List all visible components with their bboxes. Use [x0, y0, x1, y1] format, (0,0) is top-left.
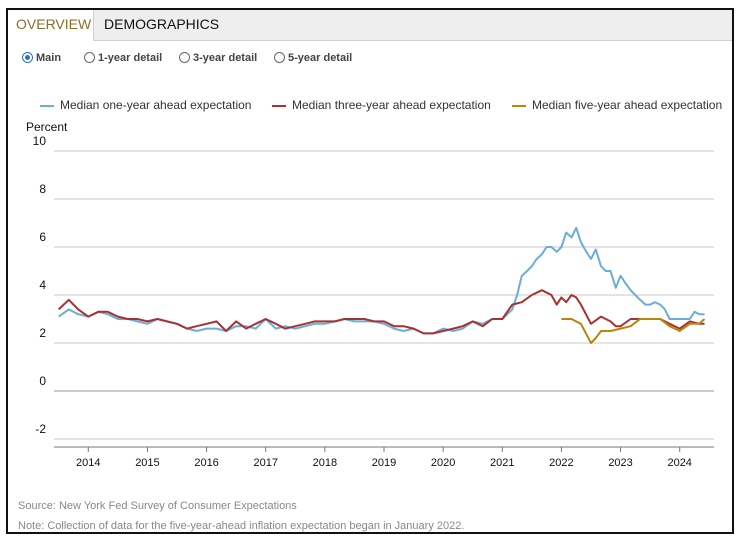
radio-5-year-detail[interactable]: 5-year detail: [274, 50, 352, 66]
tab-demographics[interactable]: DEMOGRAPHICS: [104, 16, 220, 32]
x-tick-label: 2016: [194, 457, 218, 469]
legend-label-five-year: Median five-year ahead expectation: [532, 98, 723, 112]
radio-5-year-label: 5-year detail: [288, 52, 353, 64]
source-note: Source: New York Fed Survey of Consumer …: [18, 500, 297, 512]
series-line-three-year: [58, 289, 705, 335]
y-tick-label: -2: [35, 422, 46, 436]
tab-bar: OVERVIEW DEMOGRAPHICS: [8, 10, 732, 41]
radio-unselected-icon: [274, 52, 285, 63]
legend-swatch-three-year: [272, 104, 286, 107]
x-tick-label: 2015: [135, 457, 159, 469]
y-tick-label: 2: [39, 326, 46, 340]
radio-unselected-icon: [179, 52, 190, 63]
x-tick-label: 2019: [372, 457, 396, 469]
x-tick-label: 2024: [667, 457, 691, 469]
x-tick-label: 2021: [490, 457, 514, 469]
radio-main[interactable]: Main: [22, 50, 61, 66]
x-tick-label: 2014: [76, 457, 100, 469]
radio-1-year-label: 1-year detail: [98, 52, 163, 64]
series-line-five-year: [561, 318, 706, 344]
x-tick-label: 2023: [608, 457, 632, 469]
radio-3-year-label: 3-year detail: [193, 52, 258, 64]
radio-selected-icon: [22, 52, 33, 63]
radio-main-label: Main: [36, 52, 62, 64]
radio-1-year-detail[interactable]: 1-year detail: [84, 50, 162, 66]
tab-overview[interactable]: OVERVIEW: [8, 10, 94, 41]
line-chart: 10 8 6 4 2 0 -2 2014 2015 2016 2017 2018 2019 2020 202…: [33, 134, 714, 469]
x-tick-label: 2018: [313, 457, 337, 469]
radio-3-year-detail[interactable]: 3-year detail: [179, 50, 257, 66]
footnote: Note: Collection of data for the five-ye…: [18, 520, 465, 532]
y-tick-label: 0: [39, 374, 46, 388]
chart-panel: OVERVIEW DEMOGRAPHICS Main 1-year detail…: [6, 8, 734, 534]
y-tick-label: 8: [39, 182, 46, 196]
y-tick-label: 6: [39, 230, 46, 244]
x-tick-label: 2020: [431, 457, 455, 469]
legend-item-five-year[interactable]: Median five-year ahead expectation: [512, 98, 722, 112]
y-tick-label: 10: [33, 134, 47, 148]
y-tick-label: 4: [39, 278, 46, 292]
legend-swatch-one-year: [40, 104, 54, 107]
legend-item-three-year[interactable]: Median three-year ahead expectation: [272, 98, 491, 112]
legend-label-one-year: Median one-year ahead expectation: [60, 98, 252, 112]
legend-swatch-five-year: [512, 104, 526, 107]
radio-unselected-icon: [84, 52, 95, 63]
x-tick-label: 2022: [549, 457, 573, 469]
series-line-one-year: [58, 226, 705, 335]
legend-label-three-year: Median three-year ahead expectation: [292, 98, 491, 112]
x-tick-label: 2017: [253, 457, 277, 469]
legend-item-one-year[interactable]: Median one-year ahead expectation: [40, 98, 251, 112]
y-axis-title: Percent: [26, 120, 68, 134]
